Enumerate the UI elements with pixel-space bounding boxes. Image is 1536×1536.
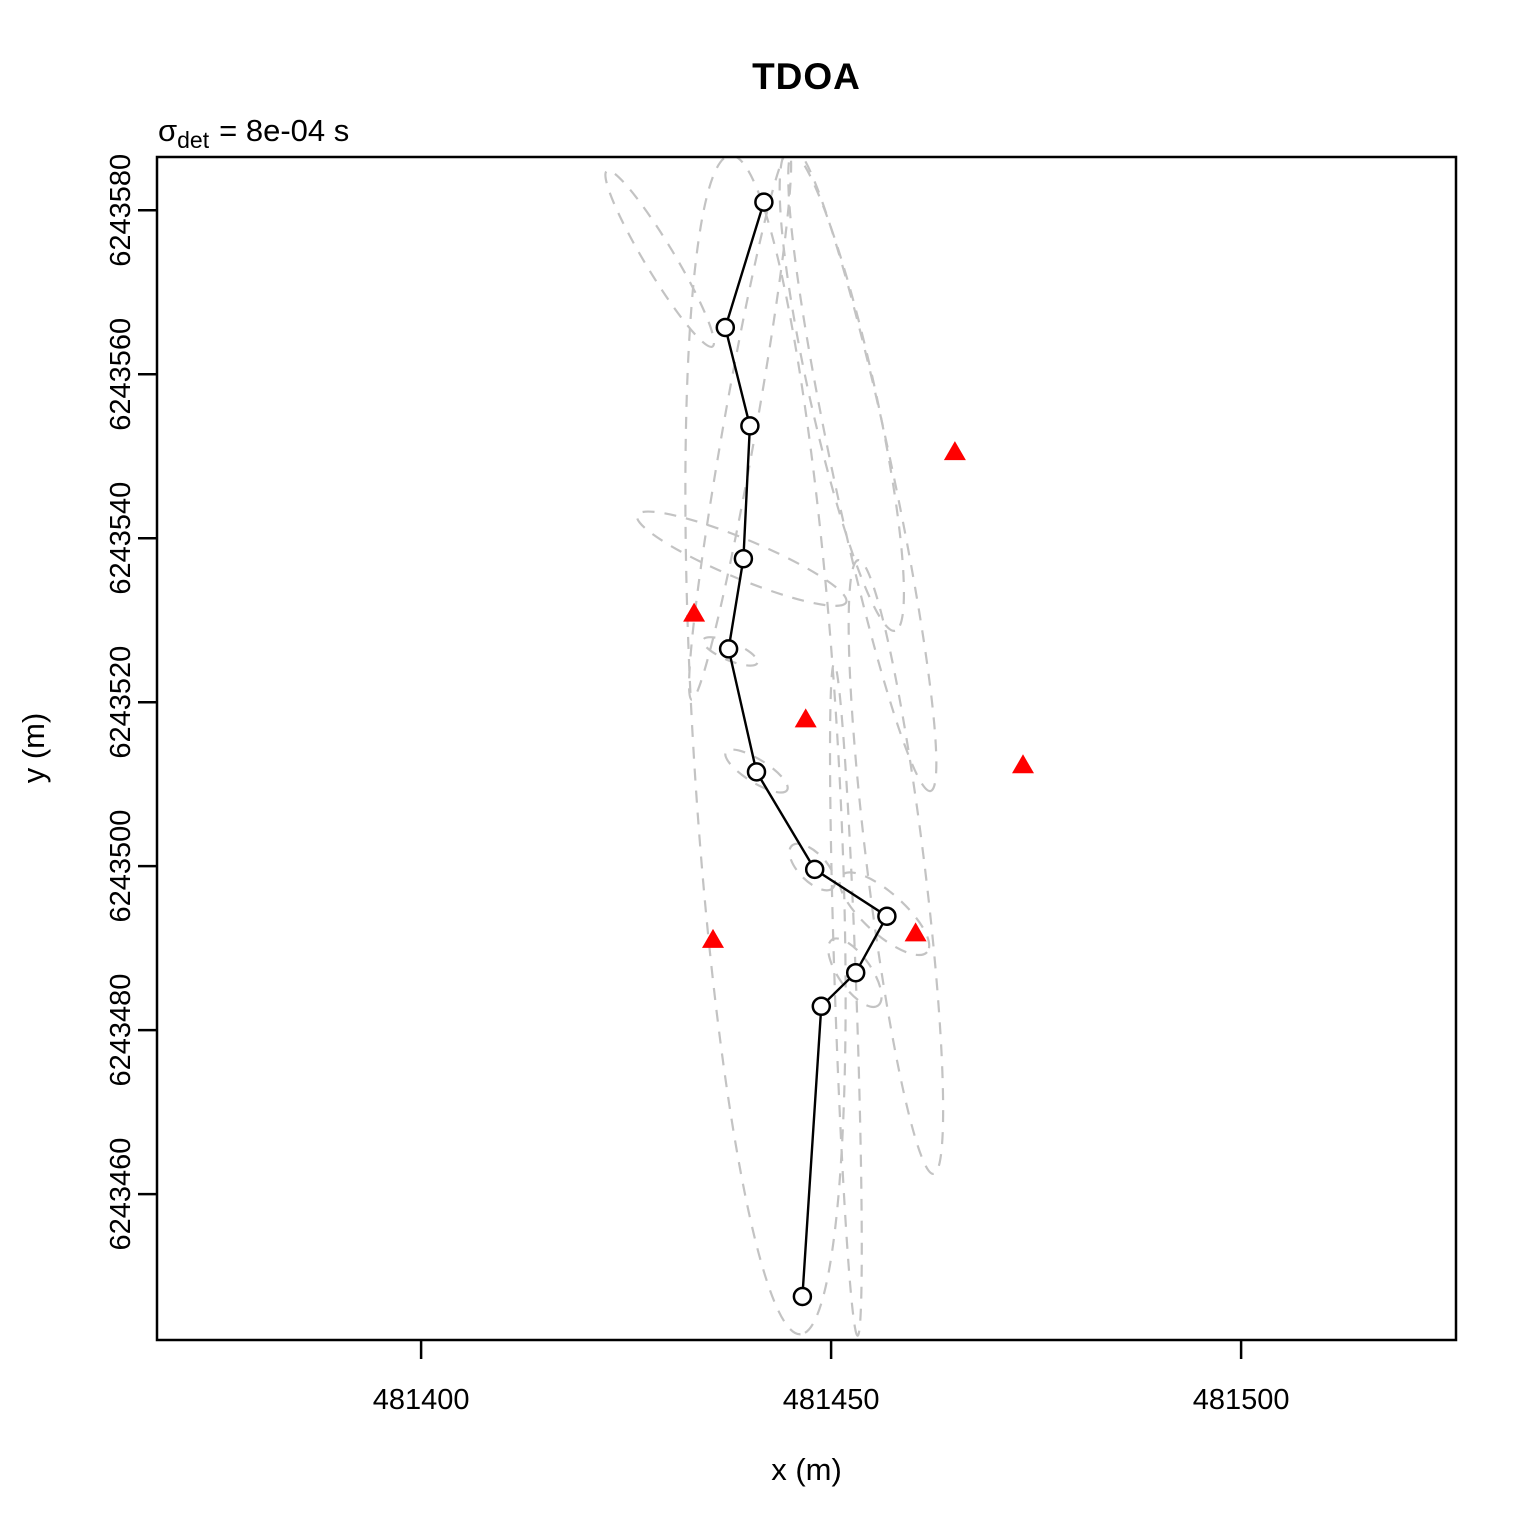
x-tick-label: 481400 [373,1384,470,1416]
sigma-annotation: σdet = 8e-04 s [158,113,349,154]
plot-title: TDOA [752,56,861,97]
error-ellipse [635,510,848,607]
receiver-marker [904,922,927,942]
error-ellipse [778,157,906,632]
error-ellipse [604,169,716,348]
track-point [733,548,754,569]
receiver-marker [943,441,966,461]
track-point [718,639,739,659]
receivers-layer [683,441,1034,948]
y-tick-label: 6243520 [105,646,137,759]
x-axis-label: x (m) [771,1452,842,1487]
sigma-symbol: σ [158,113,178,148]
y-tick-label: 6243540 [105,482,137,595]
y-tick-label: 6243560 [105,318,137,431]
track-layer [715,192,897,1307]
error-ellipse [828,662,863,1337]
sigma-value: = 8e-04 s [219,113,350,148]
y-tick-label: 6243480 [105,974,137,1087]
receiver-marker [1012,754,1034,774]
track-point [754,192,774,212]
track-point [877,906,897,926]
axes-layer: 481400 481450 481500 6243460 6243480 6243500 6… [105,154,1458,1416]
track-point [811,996,832,1017]
track-point [792,1286,813,1307]
sigma-subscript: det [177,127,210,154]
error-ellipse [684,157,847,1336]
y-tick-label: 6243460 [105,1138,137,1251]
x-tick-label: 481500 [1193,1384,1290,1416]
track-point [715,317,736,338]
error-ellipse [847,558,945,1176]
error-ellipse [838,871,931,957]
x-tick-label: 481450 [783,1384,880,1416]
error-ellipse [787,157,938,793]
track-point [804,859,825,880]
error-ellipse [827,937,883,1009]
track-point [845,962,866,983]
track-point [740,416,760,436]
receiver-marker [702,928,724,948]
plot-frame [155,155,1458,1342]
y-tick-label: 6243500 [105,810,137,923]
y-tick-label: 6243580 [105,154,137,267]
error-ellipses-layer [604,157,945,1337]
track-point [746,762,767,782]
receiver-marker [683,602,706,622]
track-path [724,201,889,1297]
error-ellipse [724,748,789,794]
receiver-marker [794,708,817,728]
